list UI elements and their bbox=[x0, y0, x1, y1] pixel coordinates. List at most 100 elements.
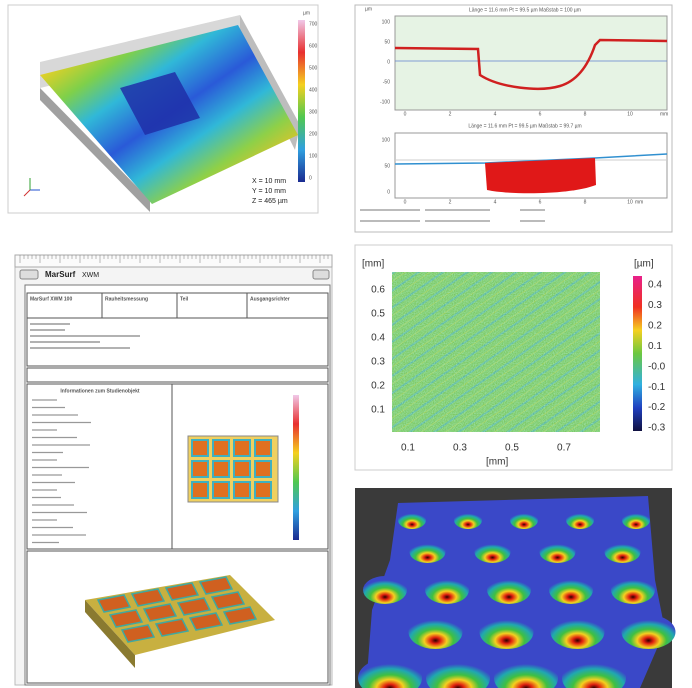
thumb-cell bbox=[234, 440, 250, 456]
y-tick-label: 50 bbox=[384, 39, 390, 45]
pit bbox=[605, 541, 641, 563]
header-cell: Teil bbox=[180, 296, 189, 302]
x-unit: mm bbox=[635, 199, 643, 205]
plot-title: Länge = 11.6 mm Pt = 99.5 µm Maßstab = 9… bbox=[468, 123, 581, 129]
y-tick-label: 100 bbox=[382, 137, 391, 143]
profile-panel: Länge = 11.6 mm Pt = 99.5 µm Maßstab = 1… bbox=[355, 5, 672, 232]
render-panel bbox=[355, 488, 676, 688]
pit bbox=[622, 511, 650, 529]
scale-tick-label: -0.2 bbox=[648, 402, 666, 413]
x-tick-label: 10 bbox=[627, 199, 633, 205]
x-tick-label: 2 bbox=[449, 199, 452, 205]
scale-tick-label: -0.0 bbox=[648, 361, 666, 372]
readout: Z = 465 µm bbox=[252, 198, 288, 205]
unit: µm bbox=[365, 6, 372, 12]
y-tick-label: 0.3 bbox=[371, 357, 385, 368]
pit bbox=[622, 615, 676, 649]
thumb-cell bbox=[213, 461, 229, 477]
x-tick-label: 0.5 bbox=[505, 443, 519, 454]
x-tick-label: 6 bbox=[539, 111, 542, 117]
y-tick-label: 100 bbox=[382, 19, 391, 25]
x-unit: mm bbox=[660, 111, 668, 117]
thumb-cell bbox=[255, 440, 271, 456]
thumb-cell bbox=[192, 461, 208, 477]
pit bbox=[425, 576, 469, 604]
plot-title: Länge = 11.6 mm Pt = 99.5 µm Maßstab = 1… bbox=[469, 7, 581, 13]
thumb-cell bbox=[255, 482, 271, 498]
thumb-cell bbox=[234, 461, 250, 477]
pit bbox=[487, 576, 531, 604]
x-tick-label: 8 bbox=[584, 111, 587, 117]
x-tick-label: 0 bbox=[404, 111, 407, 117]
ruler bbox=[15, 255, 332, 267]
scale-tick-label: 0.1 bbox=[648, 341, 662, 352]
pit bbox=[540, 541, 576, 563]
prev-button[interactable] bbox=[20, 270, 38, 279]
header-cell: Ausgangsrichter bbox=[250, 296, 290, 302]
scale-tick-label: 400 bbox=[309, 87, 318, 93]
scale-tick-label: 0.3 bbox=[648, 300, 662, 311]
x-tick-label: 10 bbox=[627, 111, 633, 117]
readout: X = 10 mm bbox=[252, 178, 286, 185]
x-tick-label: 2 bbox=[449, 111, 452, 117]
y-tick-label: 0.2 bbox=[371, 381, 385, 392]
heatmap-panel: [mm] [mm] [µm] 0.6 0.5 0.4 0.3 0.2 0.1 0.1 0.3 0… bbox=[355, 245, 672, 470]
x-tick-label: 8 bbox=[584, 199, 587, 205]
scale-tick-label: 200 bbox=[309, 131, 318, 137]
scale-tick-label: 0.4 bbox=[648, 280, 662, 291]
plot-area bbox=[395, 16, 667, 110]
pit bbox=[409, 615, 463, 649]
scale-tick-label: 0 bbox=[309, 175, 312, 181]
header-cell: MarSurf XWM 100 bbox=[30, 296, 72, 302]
app-title: MarSurf bbox=[45, 270, 76, 279]
thumb-cell bbox=[213, 440, 229, 456]
pit bbox=[454, 511, 482, 529]
y-tick-label: 0 bbox=[387, 189, 390, 195]
scale-tick-label: 600 bbox=[309, 43, 318, 49]
readout: Y = 10 mm bbox=[252, 188, 286, 195]
scale-tick-label: -0.3 bbox=[648, 423, 666, 434]
heatmap-noise bbox=[392, 272, 600, 432]
scale-tick-label: 300 bbox=[309, 109, 318, 115]
x-tick-label: 0.3 bbox=[453, 443, 467, 454]
color-scale bbox=[633, 276, 642, 431]
scale-tick-label: 500 bbox=[309, 65, 318, 71]
y-tick-label: 0.1 bbox=[371, 405, 385, 416]
y-tick-label: -50 bbox=[383, 79, 390, 85]
y-tick-label: 0 bbox=[387, 59, 390, 65]
y-tick-label: 0.4 bbox=[371, 333, 385, 344]
thumb-cell bbox=[213, 482, 229, 498]
pit bbox=[551, 615, 605, 649]
thumb-cell bbox=[255, 461, 271, 477]
pit bbox=[566, 511, 594, 529]
section-title: Informationen zum Studienobjekt bbox=[60, 388, 140, 394]
axis-unit: [mm] bbox=[486, 457, 508, 468]
x-tick-label: 4 bbox=[494, 111, 497, 117]
scale-tick-label: -0.1 bbox=[648, 382, 666, 393]
color-scale bbox=[298, 20, 305, 182]
pit bbox=[611, 576, 655, 604]
y-tick-label: 50 bbox=[384, 163, 390, 169]
x-tick-label: 0.7 bbox=[557, 443, 571, 454]
x-tick-label: 6 bbox=[539, 199, 542, 205]
axis-unit: [mm] bbox=[362, 259, 384, 270]
page: {"surface_3d": {"readout": ["X = 10 mm",… bbox=[0, 0, 692, 688]
x-tick-label: 4 bbox=[494, 199, 497, 205]
next-button[interactable] bbox=[313, 270, 329, 279]
scale-unit: [µm] bbox=[634, 259, 654, 270]
pit bbox=[475, 541, 511, 563]
y-tick-label: 0.6 bbox=[371, 285, 385, 296]
scale-tick-label: 700 bbox=[309, 21, 318, 27]
pit bbox=[549, 576, 593, 604]
pit bbox=[410, 541, 446, 563]
scale-tick-label: 0.2 bbox=[648, 320, 662, 331]
thumb-cell bbox=[192, 440, 208, 456]
report-panel: MarSurf XWM MarSurf XWM 100 Rauheitsmess… bbox=[15, 255, 332, 685]
profile-area bbox=[485, 158, 596, 193]
x-tick-label: 0 bbox=[404, 199, 407, 205]
scale-unit: µm bbox=[303, 10, 310, 16]
thumb-cell bbox=[234, 482, 250, 498]
x-tick-label: 0.1 bbox=[401, 443, 415, 454]
y-tick-label: -100 bbox=[380, 99, 390, 105]
